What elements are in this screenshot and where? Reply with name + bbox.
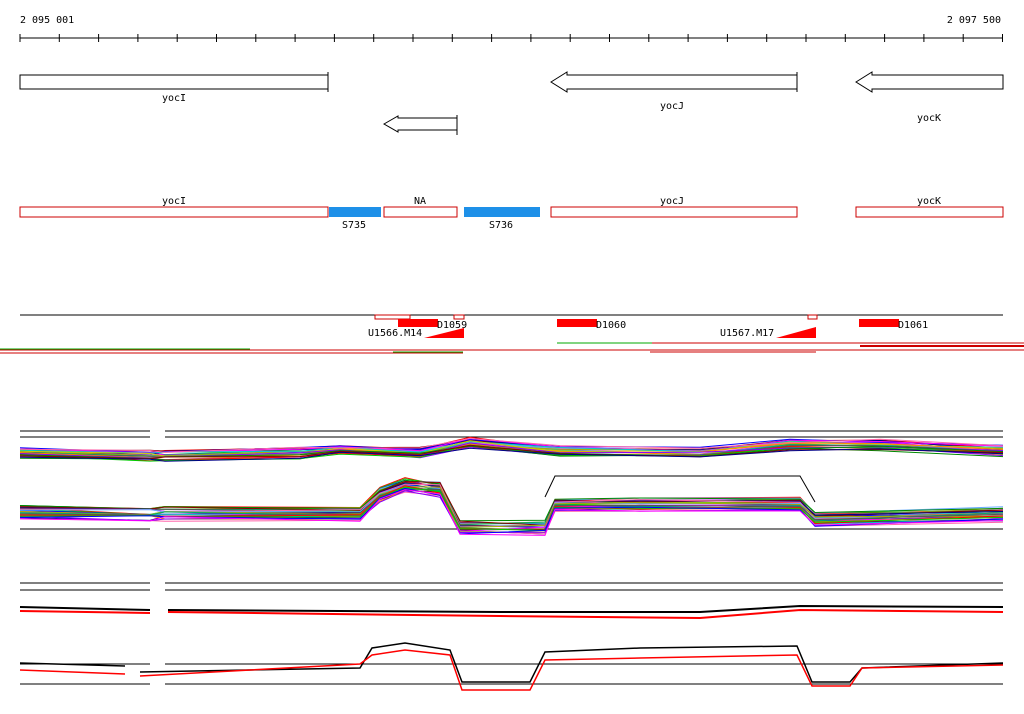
profile-line bbox=[19, 489, 1004, 536]
profile-line bbox=[19, 447, 1004, 462]
element-label-D1060: D1060 bbox=[596, 320, 626, 331]
gene-arrow-unnamed[interactable] bbox=[382, 115, 458, 133]
summary-line-black bbox=[19, 642, 1004, 683]
segment-S736[interactable] bbox=[464, 207, 540, 217]
coordinate-ruler: 2 095 001 2 097 500 bbox=[19, 15, 1003, 42]
segment-label-S735: S735 bbox=[342, 220, 366, 231]
element-U1567-wedge[interactable] bbox=[776, 327, 816, 338]
summary-line-black bbox=[19, 604, 1004, 613]
segment-S735[interactable] bbox=[329, 207, 381, 217]
gene-label-yocJ: yocJ bbox=[660, 101, 684, 112]
ruler-end-label: 2 097 500 bbox=[947, 15, 1001, 26]
ruler-start-label: 2 095 001 bbox=[20, 15, 74, 26]
element-D1060[interactable] bbox=[557, 319, 597, 327]
feature-label-yocI: yocI bbox=[162, 196, 186, 207]
element-label-D1061: D1061 bbox=[898, 320, 928, 331]
gene-arrow-yocJ[interactable] bbox=[550, 71, 798, 93]
feature-label-yocJ: yocJ bbox=[660, 196, 684, 207]
element-track: D1059 D1060 D1061 U1566.M14 U1567.M17 bbox=[0, 314, 1024, 354]
element-D1061[interactable] bbox=[859, 319, 899, 327]
profile-line bbox=[19, 444, 1004, 460]
element-label-U1566: U1566.M14 bbox=[368, 328, 422, 339]
element-D1059[interactable] bbox=[398, 319, 438, 327]
gene-label-yocK: yocK bbox=[917, 113, 941, 124]
feature-box-yocJ[interactable] bbox=[550, 206, 798, 218]
profile-line bbox=[19, 437, 1004, 453]
feature-track: yocI S735 NA S736 yocJ yocK bbox=[19, 196, 1004, 231]
summary-line-red bbox=[19, 649, 1004, 691]
segment-label-S736: S736 bbox=[489, 220, 513, 231]
element-marker-small-1 bbox=[374, 314, 411, 320]
gene-arrow-yocK[interactable] bbox=[855, 71, 1004, 93]
gene-arrow-yocI[interactable] bbox=[19, 74, 329, 90]
profile-line-outlier bbox=[544, 475, 816, 503]
feature-label-yocK: yocK bbox=[917, 196, 941, 207]
feature-box-yocK[interactable] bbox=[855, 206, 1004, 218]
element-label-U1567: U1567.M17 bbox=[720, 328, 774, 339]
element-marker-small-2 bbox=[453, 314, 465, 320]
feature-box-yocI[interactable] bbox=[19, 206, 329, 218]
element-label-D1059: D1059 bbox=[437, 320, 467, 331]
profile-line bbox=[19, 480, 1004, 526]
element-U1566-wedge[interactable] bbox=[424, 328, 464, 338]
expression-profiles bbox=[19, 430, 1004, 691]
feature-label-NA: NA bbox=[414, 196, 426, 207]
feature-box-NA[interactable] bbox=[383, 206, 458, 218]
ruler-ticks bbox=[19, 34, 1003, 42]
element-marker-small-3 bbox=[807, 314, 818, 320]
gene-track: yocI yocJ yocK bbox=[19, 71, 1004, 135]
summary-line-red bbox=[19, 608, 1004, 620]
gene-label-yocI: yocI bbox=[162, 93, 186, 104]
